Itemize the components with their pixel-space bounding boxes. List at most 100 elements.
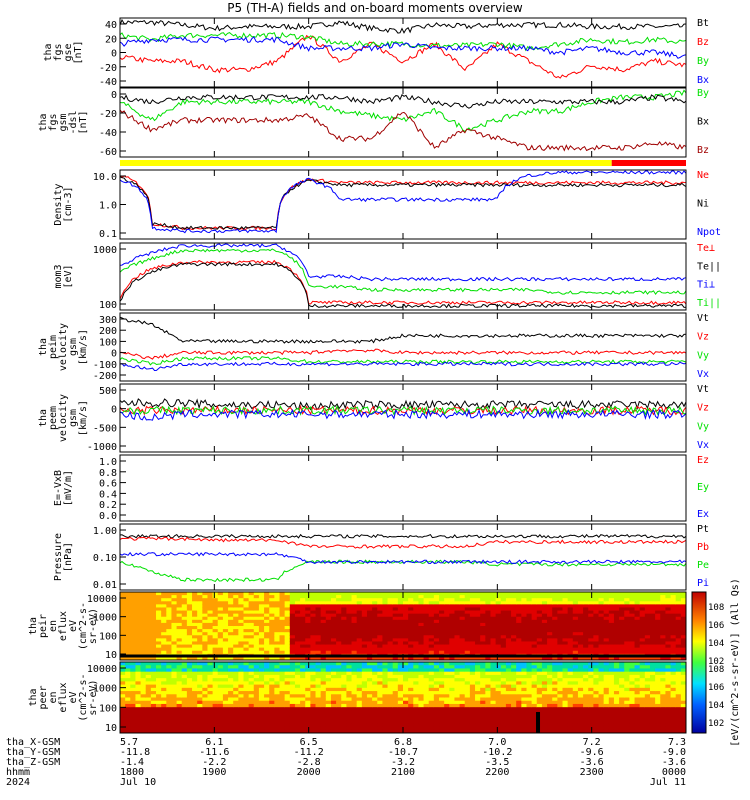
spectrogram-cell [541, 613, 548, 618]
spectrogram-cell [552, 610, 558, 615]
spectrogram-cell [284, 635, 291, 639]
spectrogram-cell [423, 598, 430, 602]
spectrogram-cell [181, 656, 188, 661]
spectrogram-cell [397, 713, 404, 718]
spectrogram-cell [541, 726, 548, 731]
spectrogram-cell [541, 626, 548, 630]
spectrogram-cell [207, 607, 214, 612]
spectrogram-cell [387, 607, 394, 612]
spectrogram-cell [475, 681, 481, 686]
spectrogram-cell [305, 723, 311, 728]
spectrogram-cell [526, 635, 533, 639]
spectrogram-cell [567, 720, 574, 724]
spectrogram-cell [511, 650, 517, 655]
spectrogram-cell [284, 610, 291, 615]
spectrogram-cell [552, 619, 558, 624]
spectrogram-cell [619, 713, 625, 718]
spectrogram-cell [639, 595, 646, 599]
spectrogram-cell [346, 647, 353, 652]
spectrogram-cell [660, 613, 666, 618]
spectrogram-cell [608, 619, 615, 624]
spectrogram-cell [552, 665, 558, 669]
spectrogram-cell [186, 710, 193, 715]
spectrogram-cell [598, 610, 605, 615]
spectrogram-cell [485, 678, 491, 682]
spectrogram-cell [655, 635, 661, 639]
spectrogram-cell [238, 729, 244, 734]
spectrogram-cell [258, 710, 265, 715]
spectrogram-cell [366, 616, 373, 621]
spectrogram-cell [284, 638, 291, 642]
y-axis-label: mom3 [53, 264, 64, 288]
spectrogram-cell [675, 592, 682, 596]
spectrogram-cell [202, 644, 208, 649]
spectrogram-cell [222, 650, 229, 655]
spectrogram-cell [361, 707, 368, 711]
spectrogram-cell [619, 595, 625, 599]
spectrogram-cell [505, 592, 512, 596]
spectrogram-cell [351, 622, 358, 627]
spectrogram-cell [505, 703, 512, 708]
spectrogram-cell [366, 729, 373, 734]
spectrogram-cell [490, 697, 497, 702]
spectrogram-cell [300, 610, 306, 615]
spectrogram-cell [567, 671, 574, 676]
spectrogram-cell [655, 671, 661, 676]
spectrogram-cell [670, 694, 677, 698]
spectrogram-cell [418, 647, 425, 652]
spectrogram-cell [624, 662, 630, 666]
spectrogram-cell [356, 632, 363, 636]
spectrogram-cell [341, 607, 347, 612]
spectrogram-cell [526, 713, 533, 718]
spectrogram-cell [346, 626, 353, 630]
spectrogram-cell [207, 641, 214, 646]
spectrogram-cell [418, 710, 425, 715]
spectrogram-cell [680, 703, 687, 708]
spectrogram-cell [300, 697, 306, 702]
spectrogram-cell [366, 700, 373, 705]
spectrogram-cell [526, 697, 533, 702]
spectrogram-cell [459, 707, 466, 711]
spectrogram-cell [608, 604, 615, 608]
spectrogram-cell [480, 613, 486, 618]
spectrogram-cell [325, 626, 332, 630]
spectrogram-cell [418, 684, 425, 689]
spectrogram-cell [120, 604, 126, 608]
spectrogram-cell [361, 697, 368, 702]
spectrogram-cell [511, 700, 517, 705]
spectrogram-cell [649, 626, 656, 630]
spectrogram-cell [485, 697, 491, 702]
spectrogram-cell [480, 687, 486, 692]
spectrogram-cell [516, 671, 522, 676]
spectrogram-cell [145, 703, 152, 708]
spectrogram-cell [253, 674, 260, 679]
spectrogram-cell [233, 662, 239, 666]
spectrogram-cell [243, 592, 250, 596]
spectrogram-cell [228, 665, 234, 669]
spectrogram-cell [222, 629, 229, 633]
spectrogram-cell [418, 703, 425, 708]
spectrogram-cell [125, 607, 131, 612]
spectrogram-cell [541, 720, 548, 724]
spectrogram-cell [655, 638, 661, 642]
spectrogram-cell [511, 610, 517, 615]
spectrogram-cell [186, 592, 193, 596]
spectrogram-cell [166, 619, 172, 624]
spectrogram-cell [166, 713, 172, 718]
spectrogram-cell [351, 665, 358, 669]
spectrogram-cell [135, 662, 142, 666]
spectrogram-cell [243, 647, 250, 652]
spectrogram-cell [613, 647, 620, 652]
spectrogram-cell [557, 678, 564, 682]
spectrogram-cell [233, 720, 239, 724]
spectrogram-cell [619, 650, 625, 655]
spectrogram-cell [166, 697, 172, 702]
spectrogram-cell [207, 616, 214, 621]
spectrogram-cell [480, 720, 486, 724]
y-axis-label: [nT] [78, 110, 89, 134]
spectrogram-cell [186, 598, 193, 602]
spectrogram-cell [495, 635, 502, 639]
spectrogram-cell [212, 622, 219, 627]
spectrogram-cell [166, 601, 172, 605]
spectrogram-cell [274, 616, 281, 621]
